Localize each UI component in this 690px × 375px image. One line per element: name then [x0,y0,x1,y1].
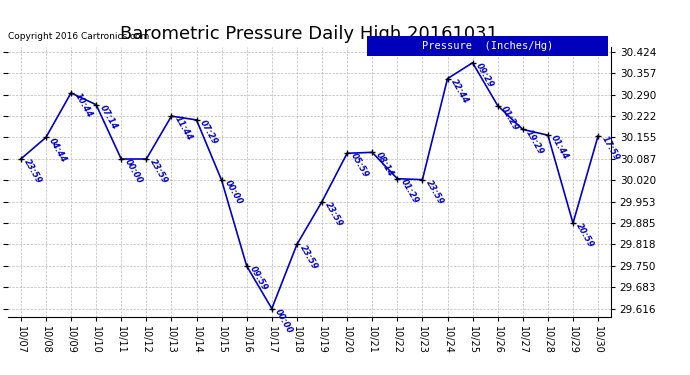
Text: 00:00: 00:00 [273,307,295,335]
Text: 22:44: 22:44 [449,77,470,105]
Text: 08:14: 08:14 [373,151,395,179]
Text: 23:59: 23:59 [148,158,169,185]
Text: 05:59: 05:59 [348,152,370,180]
Text: 07:14: 07:14 [97,103,119,131]
Text: Pressure  (Inches/Hg): Pressure (Inches/Hg) [422,41,553,51]
Text: 01:29: 01:29 [499,104,520,132]
Text: 23:59: 23:59 [424,178,445,206]
Text: 01:44: 01:44 [549,134,571,162]
Text: 23:59: 23:59 [22,158,43,185]
Text: 00:00: 00:00 [123,158,144,185]
Text: 17:59: 17:59 [600,134,621,162]
Text: 19:29: 19:29 [524,128,545,156]
Text: 09:29: 09:29 [474,62,495,89]
Title: Barometric Pressure Daily High 20161031: Barometric Pressure Daily High 20161031 [121,24,498,42]
Text: 11:44: 11:44 [172,115,194,142]
Text: 00:00: 00:00 [223,179,244,207]
Text: 23:59: 23:59 [324,200,344,228]
Text: 10:44: 10:44 [72,92,94,119]
Text: 23:59: 23:59 [298,243,319,271]
FancyBboxPatch shape [366,36,608,56]
Text: 04:44: 04:44 [48,136,68,164]
Text: 20:59: 20:59 [574,222,595,249]
Text: Copyright 2016 Cartronics.com: Copyright 2016 Cartronics.com [8,33,150,42]
Text: 09:59: 09:59 [248,265,269,292]
Text: 07:29: 07:29 [198,118,219,146]
Text: 01:29: 01:29 [399,177,420,205]
